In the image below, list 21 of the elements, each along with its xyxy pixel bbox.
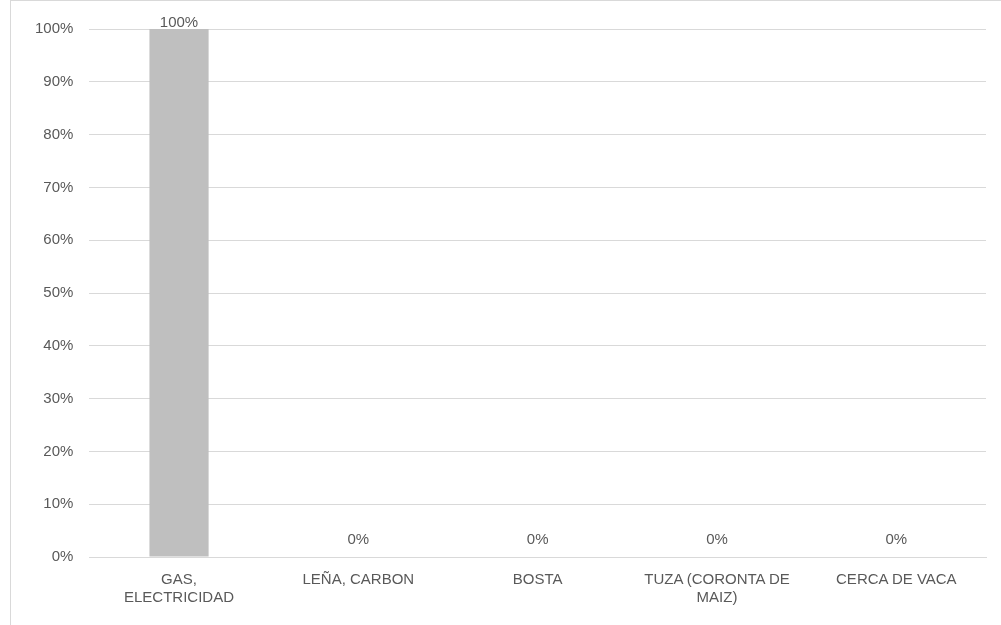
y-tick-label: 80% xyxy=(43,124,74,142)
y-tick-label: 40% xyxy=(43,335,74,353)
data-label: 0% xyxy=(526,529,549,547)
data-label: 0% xyxy=(885,529,908,547)
x-tick-label: CERCA DE VACA xyxy=(836,570,957,588)
data-label: 0% xyxy=(706,529,728,547)
data-label: 0% xyxy=(347,529,370,547)
y-tick-label: 30% xyxy=(43,388,74,406)
y-tick-label: 100% xyxy=(34,19,74,37)
y-tick-label: 70% xyxy=(43,177,74,195)
x-tick-label: GAS, ELECTRICIDAD xyxy=(124,570,235,606)
x-tick-label: TUZA (CORONTA DE MAIZ) xyxy=(644,570,790,606)
y-tick-label: 0% xyxy=(51,547,74,565)
data-label: 100% xyxy=(159,12,199,30)
y-tick-label: 10% xyxy=(43,494,74,512)
y-tick-label: 90% xyxy=(43,71,74,89)
x-tick-label: BOSTA xyxy=(512,570,563,588)
x-tick-label: LEÑA, CARBON xyxy=(302,570,415,588)
y-tick-label: 20% xyxy=(43,441,74,459)
y-tick-label: 50% xyxy=(43,283,74,301)
y-tick-label: 60% xyxy=(43,230,74,248)
